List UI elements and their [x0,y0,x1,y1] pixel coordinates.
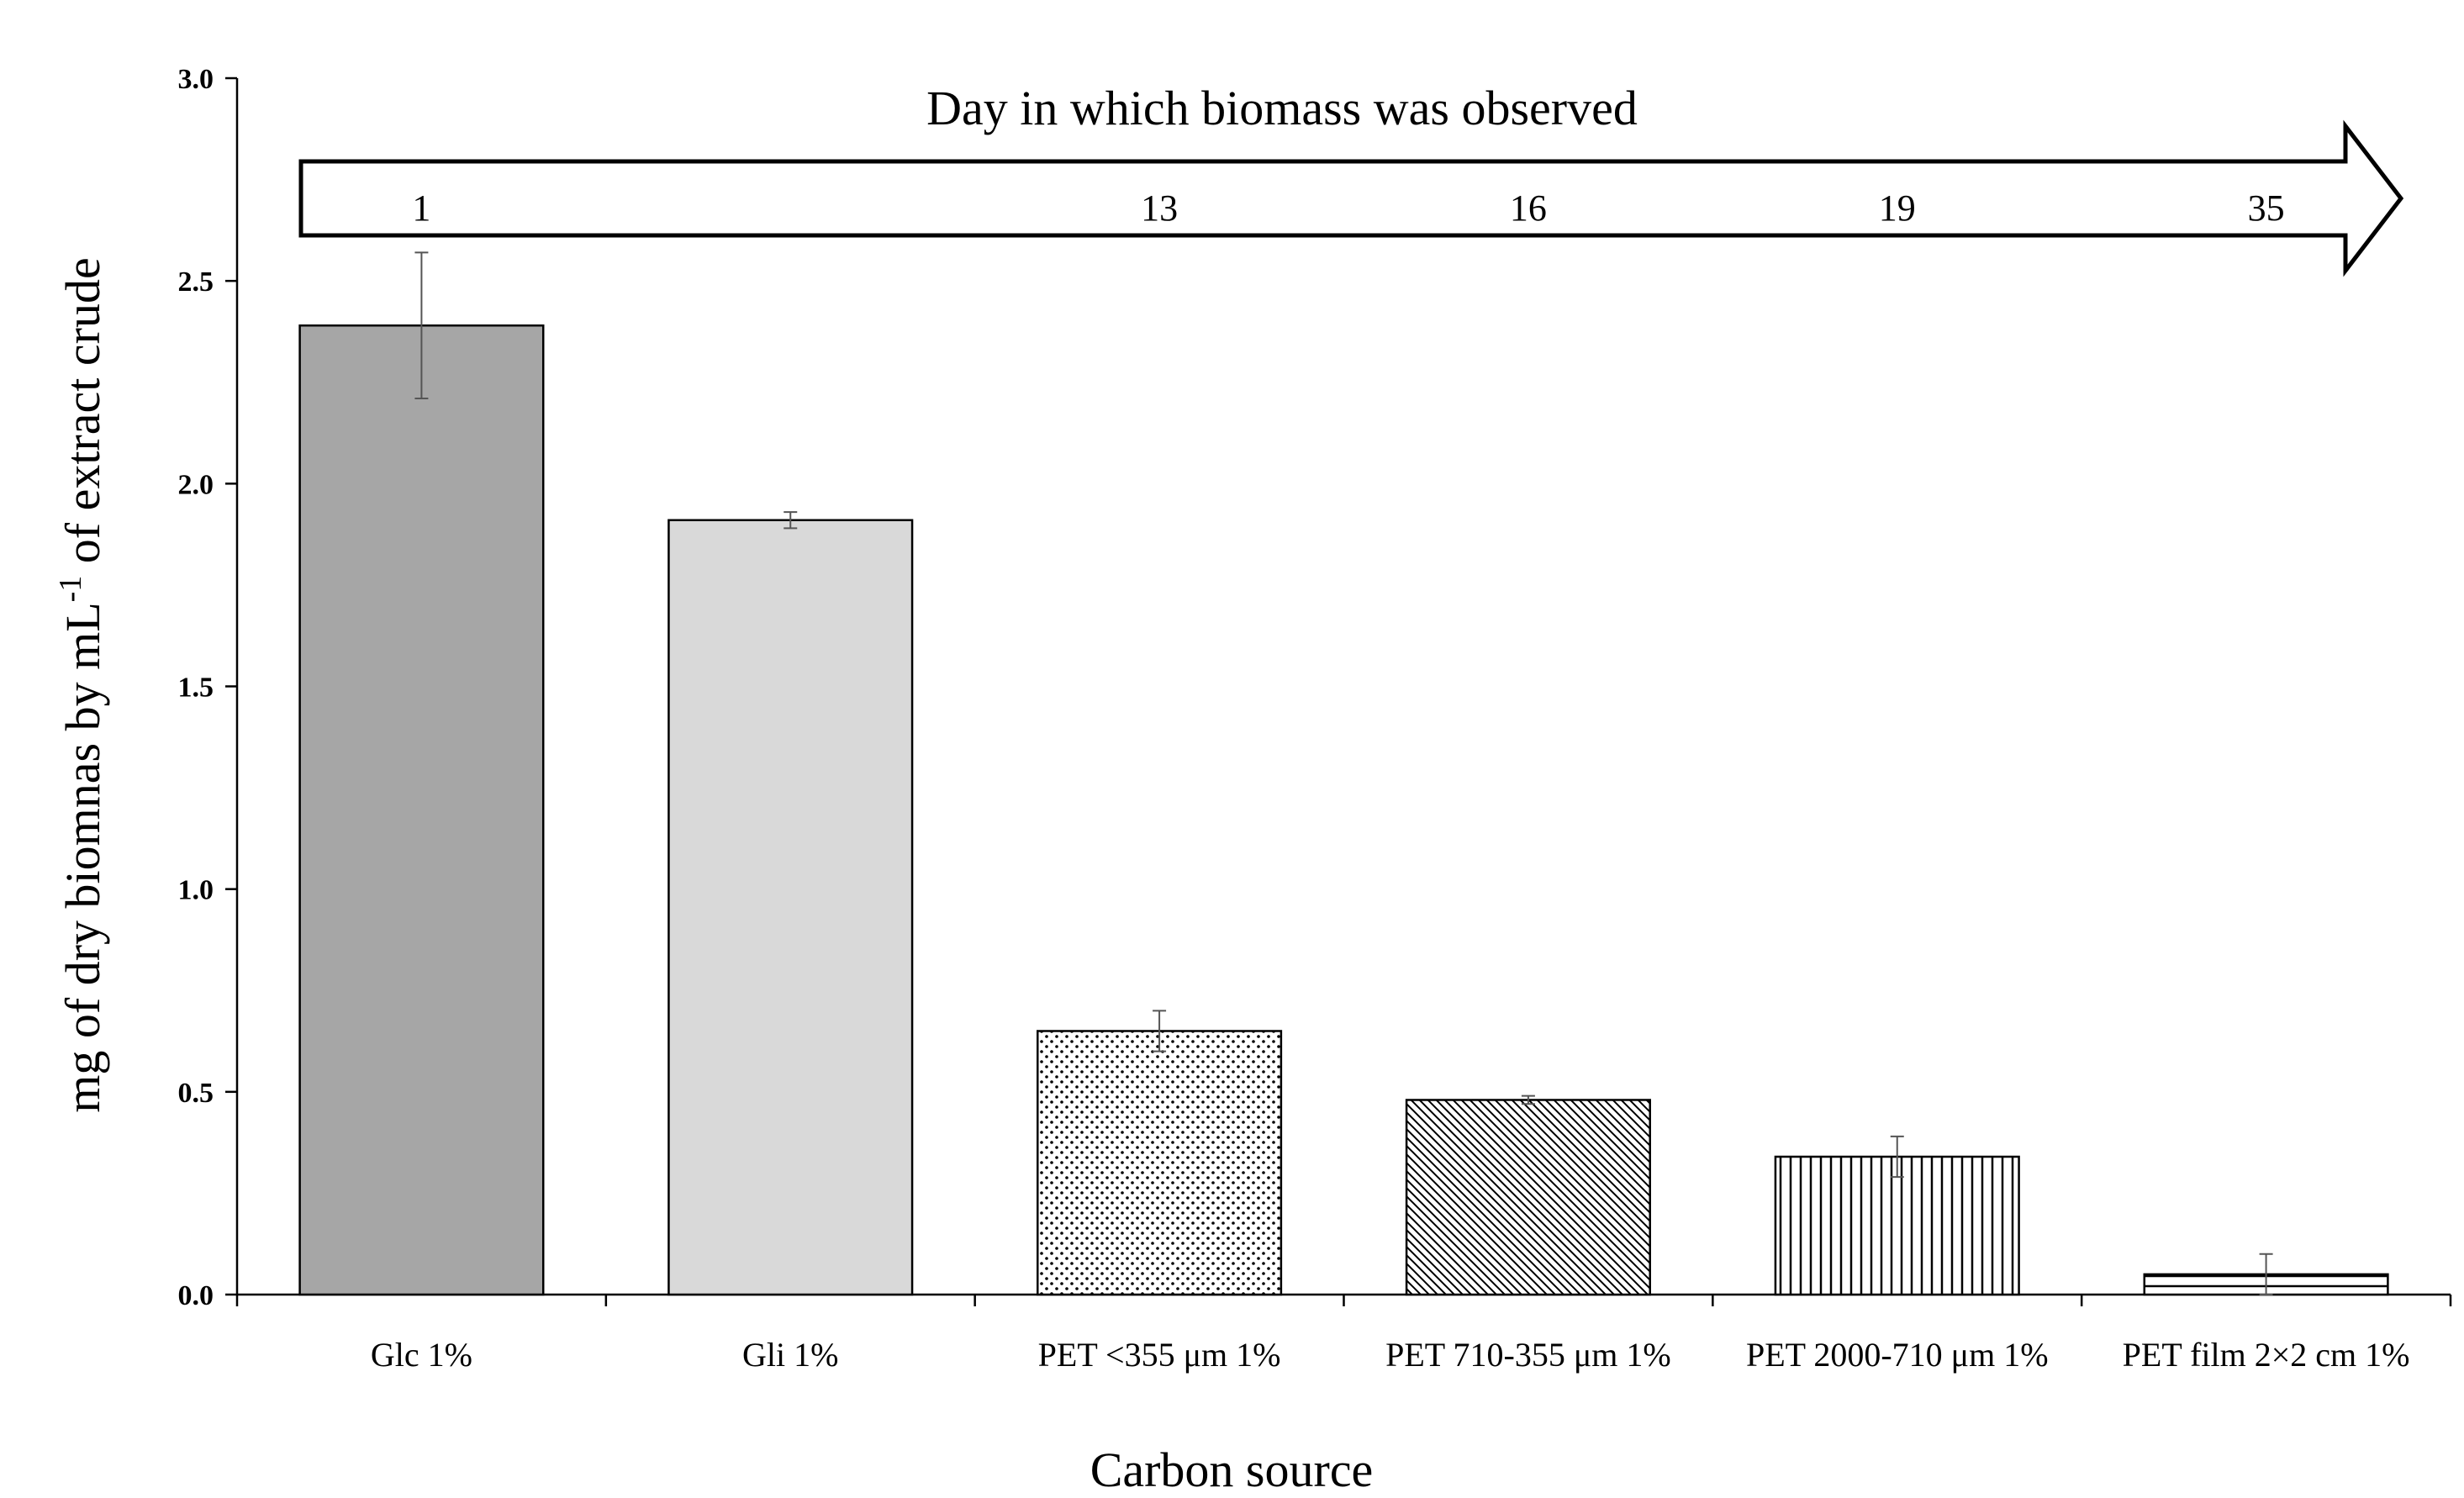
y-axis-title: mg of dry biomnas by mL-1 of extract cru… [53,257,110,1112]
bar [1037,1030,1283,1296]
x-axis-title: Carbon source [1090,1443,1374,1497]
day-label: 19 [1879,187,1916,229]
day-label: 13 [1141,187,1178,229]
y-tick-label: 1.5 [178,673,214,704]
day-label: 16 [1510,187,1547,229]
y-tick-label: 1.0 [178,875,214,906]
y-tick-label: 2.5 [178,266,214,298]
bar [298,324,545,1296]
bar [667,519,914,1296]
right-arrow-icon [298,119,2404,277]
y-axis-title-superscript: -1 [53,576,88,603]
bar [1405,1099,1651,1296]
category-label: PET 710-355 μm 1% [1385,1336,1671,1374]
error-bars [414,251,2273,1295]
y-tick-label: 2.0 [178,469,214,500]
arrow-title: Day in which biomass was observed [926,81,1638,135]
day-label: 1 [412,187,430,229]
y-axis-title-main: mg of dry biomnas by mL [55,602,110,1112]
day-label: 35 [2248,187,2285,229]
axis-labels: Glc 1% Gli 1% PET <355 μm 1% PET 710-355 μm… [53,257,2409,1497]
category-label: PET film 2×2 cm 1% [2123,1336,2410,1374]
category-label: PET <355 μm 1% [1038,1336,1281,1374]
y-tick-label: 3.0 [178,64,214,95]
y-tick-label: 0.0 [178,1280,214,1311]
axes: 0.0 0.5 1.0 1.5 2.0 2.5 3.0 [178,64,2452,1311]
day-arrow-annotation: Day in which biomass was observed 1 13 16 19… [298,81,2404,277]
category-label: Glc 1% [371,1336,472,1374]
category-label: Gli 1% [742,1336,838,1374]
y-axis-title-suffix: of extract crude [55,257,110,575]
bars [298,324,2389,1296]
category-label: PET 2000-710 μm 1% [1746,1336,2049,1374]
y-tick-label: 0.5 [178,1078,214,1109]
